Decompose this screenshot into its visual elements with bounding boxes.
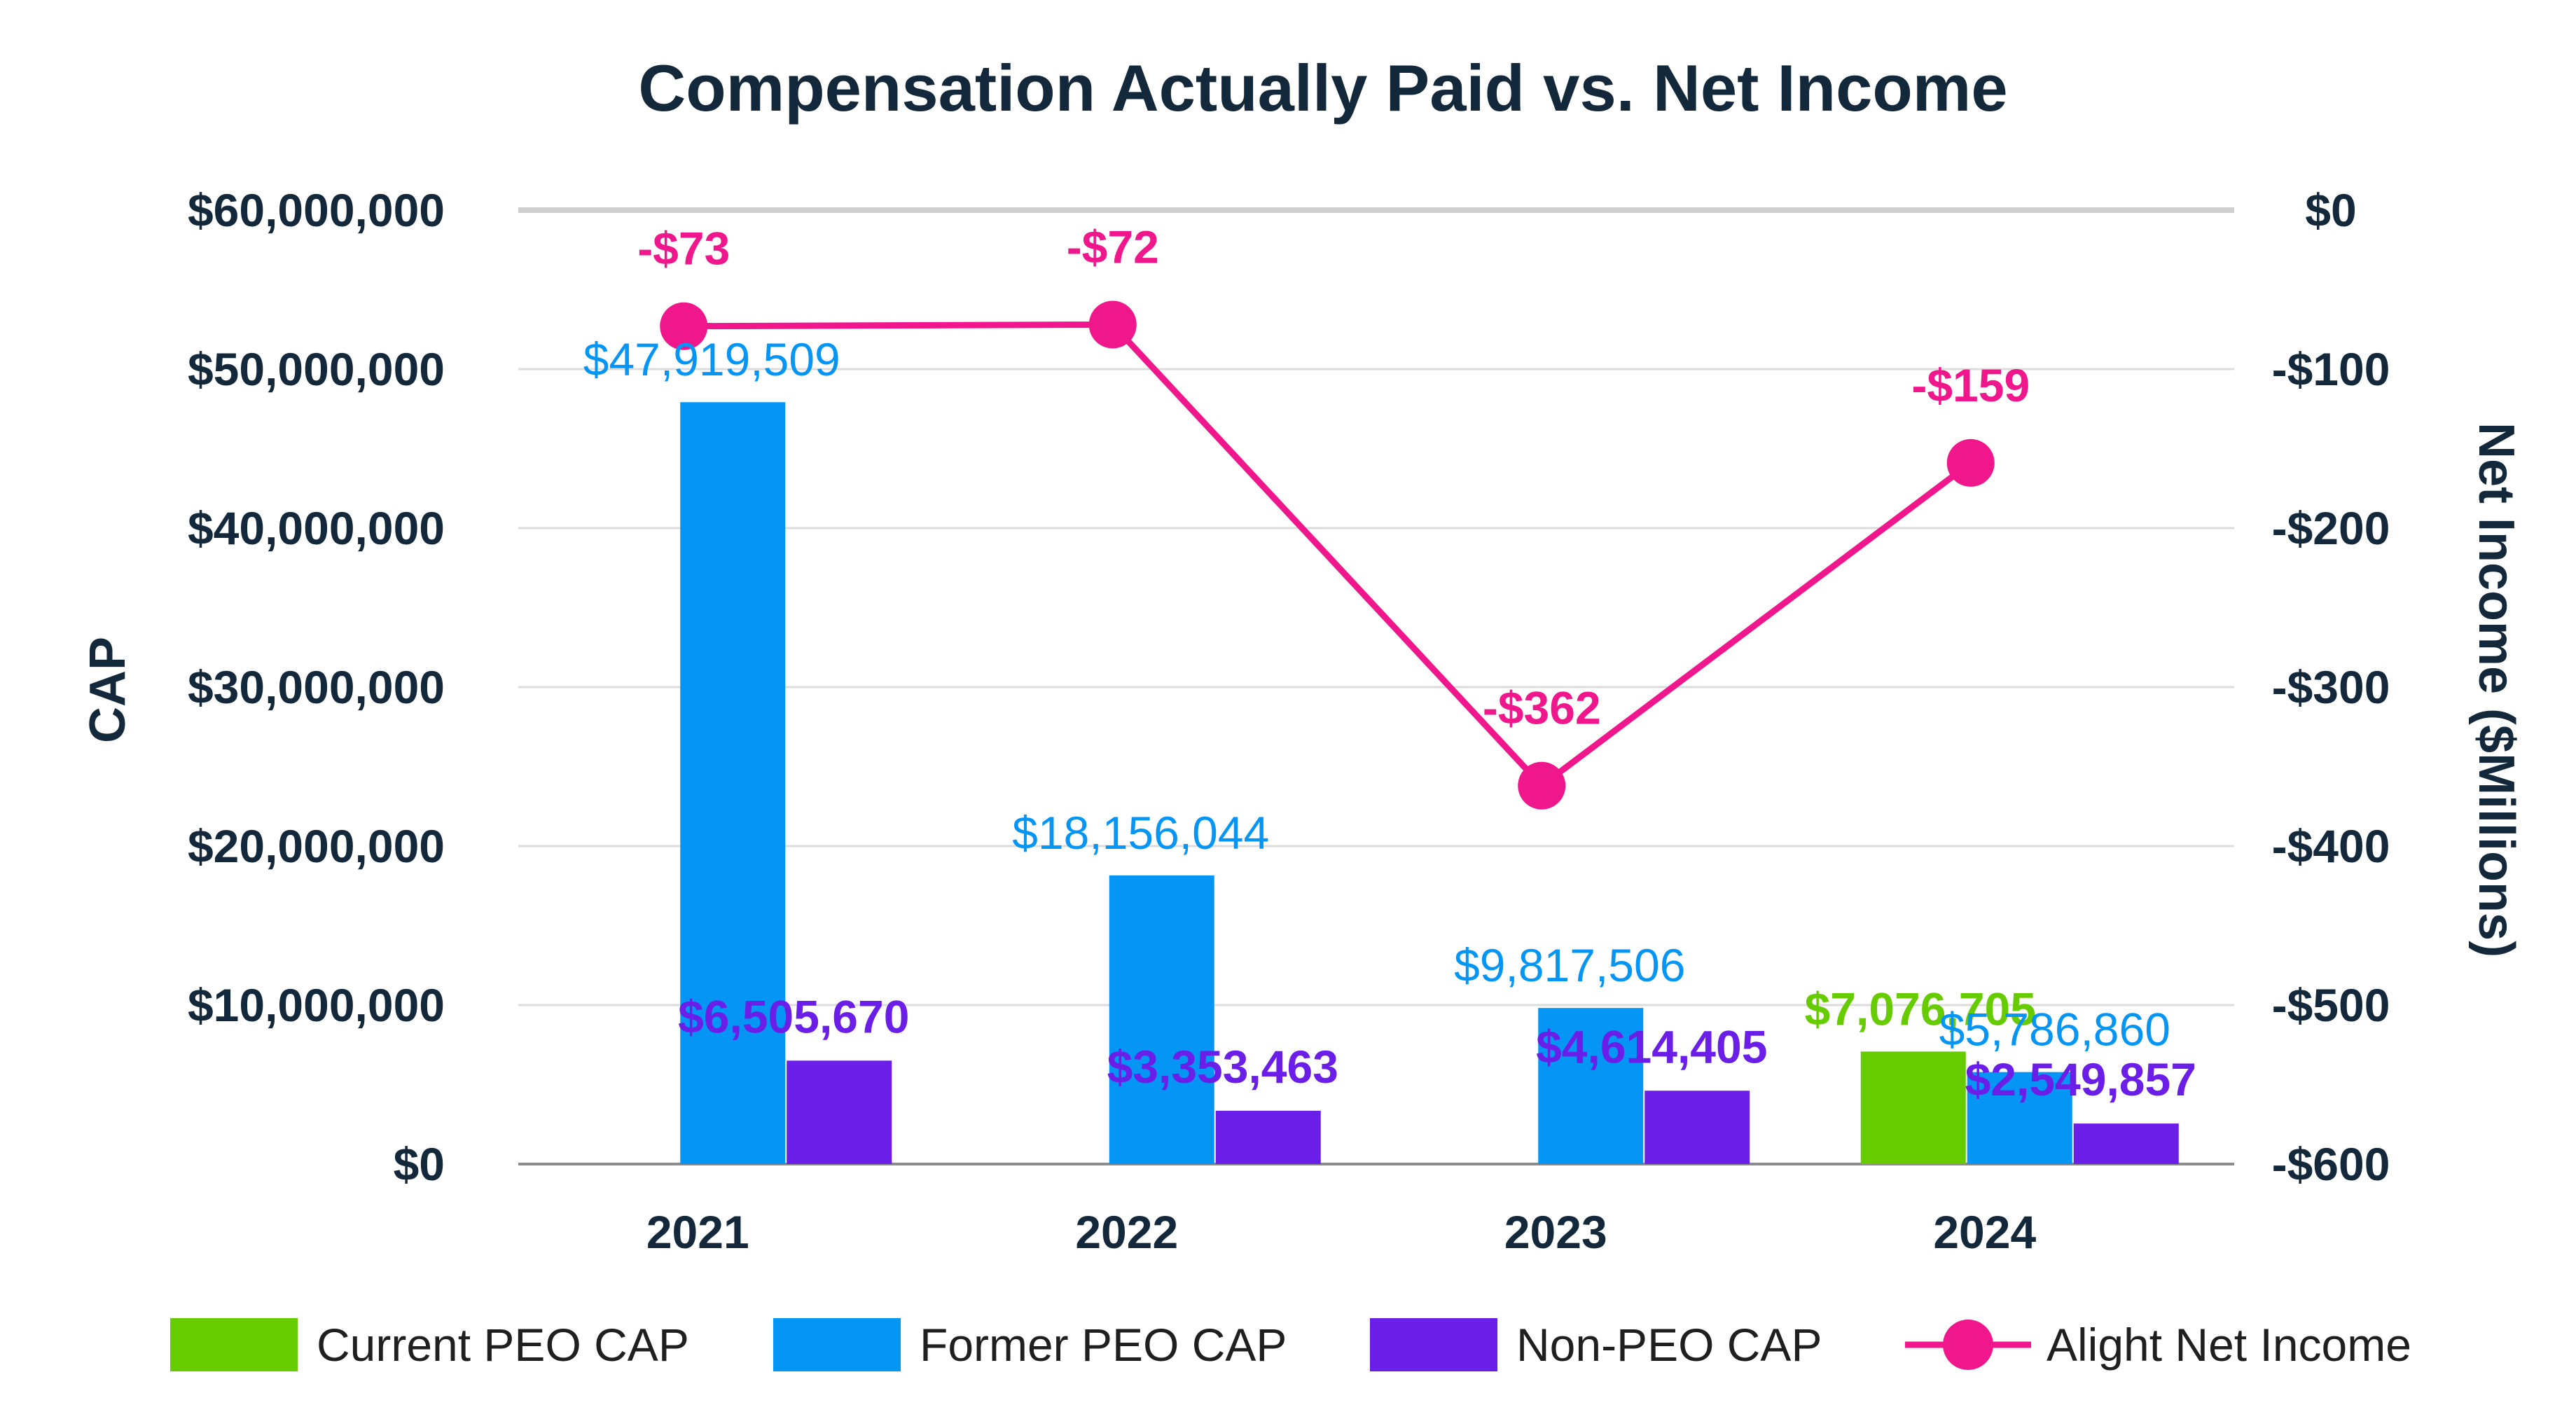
data-labels: $7,076,705 $47,919,509 $18,156,044 $9,817,5… — [583, 221, 2196, 1105]
left-axis: $0 $10,000,000 $20,000,000 $30,000,000 $40,0… — [188, 184, 445, 1190]
bar-non-peo-cap-2023 — [1644, 1091, 1750, 1164]
right-tick-label: -$400 — [2272, 820, 2390, 872]
right-tick-label: -$200 — [2272, 502, 2390, 554]
net-income-marker-2024 — [1946, 438, 1995, 487]
bar-non-peo-cap-2021 — [787, 1060, 892, 1164]
bars — [680, 402, 2179, 1164]
left-axis-title: CAP — [80, 637, 136, 743]
right-tick-label: -$100 — [2272, 343, 2390, 395]
bar-current-peo-cap-2024 — [1860, 1051, 1966, 1164]
left-tick-label: $10,000,000 — [188, 979, 445, 1031]
right-axis-title: Net Income ($Millions) — [2468, 422, 2524, 957]
legend: Current PEO CAP Former PEO CAP Non-PEO CAP… — [170, 1318, 2411, 1371]
legend-label-former-peo-cap: Former PEO CAP — [920, 1319, 1287, 1371]
x-tick-label-2022: 2022 — [1075, 1206, 1178, 1258]
x-tick-label-2023: 2023 — [1504, 1206, 1607, 1258]
bar-value-label: $47,919,509 — [583, 333, 840, 385]
chart-title: Compensation Actually Paid vs. Net Incom… — [638, 51, 2007, 125]
left-tick-label: $40,000,000 — [188, 502, 445, 554]
net-income-marker-2022 — [1088, 300, 1137, 349]
bar-value-label: $2,549,857 — [1965, 1053, 2196, 1105]
net-income-value-label: -$159 — [1911, 359, 2030, 411]
legend-swatch-former-peo-cap — [773, 1318, 901, 1371]
right-tick-label: -$600 — [2272, 1138, 2390, 1190]
net-income-value-label: -$72 — [1067, 221, 1159, 272]
net-income-line — [660, 300, 1995, 810]
left-tick-label: $50,000,000 — [188, 343, 445, 395]
legend-label-alight-net-income: Alight Net Income — [2047, 1319, 2411, 1371]
bar-value-label: $18,156,044 — [1012, 807, 1269, 859]
net-income-value-label: -$362 — [1483, 682, 1601, 734]
bar-non-peo-cap-2022 — [1215, 1110, 1321, 1164]
right-axis: $0 -$100 -$200 -$300 -$400 -$500 -$600 — [2272, 184, 2390, 1190]
bar-former-peo-cap-2022 — [1109, 875, 1214, 1164]
x-tick-label-2021: 2021 — [646, 1206, 749, 1258]
legend-label-non-peo-cap: Non-PEO CAP — [1516, 1319, 1822, 1371]
x-tick-label-2024: 2024 — [1933, 1206, 2036, 1258]
bar-value-label: $7,076,705 — [1805, 983, 2036, 1034]
right-tick-label: -$500 — [2272, 979, 2390, 1031]
right-tick-label: $0 — [2305, 184, 2356, 236]
legend-swatch-current-peo-cap — [170, 1318, 298, 1371]
bar-value-label: $4,614,405 — [1536, 1020, 1767, 1072]
net-income-marker-2023 — [1518, 761, 1566, 810]
net-income-value-label: -$73 — [637, 223, 730, 275]
legend-label-current-peo-cap: Current PEO CAP — [317, 1319, 689, 1371]
x-axis: 2021 2022 2023 2024 — [646, 1206, 2037, 1258]
legend-swatch-non-peo-cap — [1370, 1318, 1497, 1371]
bar-value-label: $6,505,670 — [678, 990, 909, 1042]
bar-non-peo-cap-2024 — [2073, 1123, 2179, 1164]
bar-value-label: $3,353,463 — [1107, 1041, 1338, 1093]
left-tick-label: $60,000,000 — [188, 184, 445, 236]
bar-former-peo-cap-2024 — [1967, 1072, 2072, 1164]
net-income-marker-2021 — [660, 302, 708, 350]
bar-former-peo-cap-2021 — [680, 402, 786, 1164]
bar-former-peo-cap-2023 — [1538, 1008, 1644, 1164]
left-tick-label: $30,000,000 — [188, 661, 445, 713]
left-tick-label: $20,000,000 — [188, 820, 445, 872]
net-income-line-path — [684, 321, 1973, 789]
legend-marker-alight-net-income — [1943, 1320, 1993, 1370]
bar-value-label: $5,786,860 — [1939, 1004, 2170, 1055]
bar-value-label: $9,817,506 — [1454, 939, 1685, 991]
right-tick-label: -$300 — [2272, 661, 2390, 713]
left-tick-label: $0 — [394, 1138, 445, 1190]
